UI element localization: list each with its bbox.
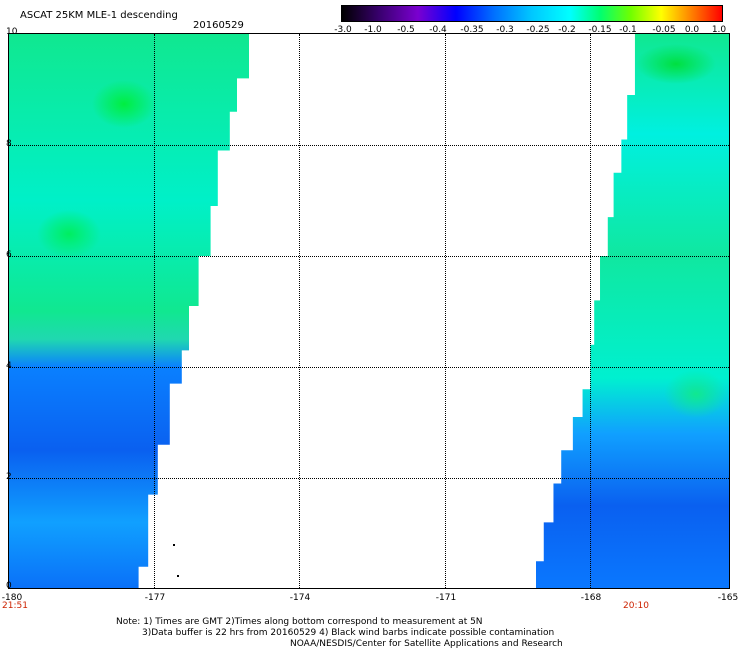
colorbar-label: -0.25: [526, 25, 550, 35]
y-tick-label: 4: [6, 361, 12, 371]
grid-line: [9, 478, 729, 479]
chart-date: 20160529: [193, 20, 244, 31]
wind-barb: [173, 544, 175, 546]
y-tick-label: 0: [6, 581, 12, 591]
chart-title: ASCAT 25KM MLE-1 descending: [20, 10, 178, 21]
grid-line: [9, 145, 729, 146]
x-tick-label: -171: [435, 593, 457, 603]
colorbar-label: -0.5: [397, 25, 415, 35]
note-line: Note: 1) Times are GMT 2)Times along bot…: [116, 617, 483, 627]
colorbar-label: -3.0: [334, 25, 352, 35]
grid-line: [154, 34, 155, 588]
grid-line: [9, 256, 729, 257]
grid-line: [299, 34, 300, 588]
wind-barb: [177, 575, 179, 577]
x-tick-label: -168: [580, 593, 602, 603]
colorbar-label: -1.0: [364, 25, 382, 35]
x-tick-label: -174: [289, 593, 311, 603]
swath-left: [9, 34, 249, 588]
y-tick-label: 8: [6, 139, 12, 149]
colorbar-label: 0.0: [684, 25, 700, 35]
time-right: 20:10: [623, 601, 649, 611]
colorbar-label: -0.35: [460, 25, 484, 35]
colorbar-label: -0.1: [619, 25, 637, 35]
colorbar-label: -0.3: [496, 25, 514, 35]
colorbar-label: -0.4: [429, 25, 447, 35]
x-tick-label: -180: [1, 593, 23, 603]
y-tick-label: 2: [6, 472, 12, 482]
grid-line: [9, 367, 729, 368]
x-tick-label: -165: [717, 593, 739, 603]
grid-line: [590, 34, 591, 588]
map-plot: [8, 33, 730, 589]
time-left: 21:51: [2, 601, 28, 611]
note-line: NOAA/NESDIS/Center for Satellite Applica…: [290, 639, 563, 649]
colorbar-label: -0.2: [558, 25, 576, 35]
colorbar-label: -0.05: [652, 25, 676, 35]
swath-right: [536, 34, 729, 588]
note-line: 3)Data buffer is 22 hrs from 20160529 4)…: [142, 628, 555, 638]
grid-line: [445, 34, 446, 588]
x-tick-label: -177: [144, 593, 166, 603]
colorbar-label: 1.0: [711, 25, 727, 35]
y-tick-label: 10: [6, 27, 18, 37]
y-tick-label: 6: [6, 250, 12, 260]
colorbar: [341, 5, 723, 22]
colorbar-label: -0.15: [588, 25, 612, 35]
